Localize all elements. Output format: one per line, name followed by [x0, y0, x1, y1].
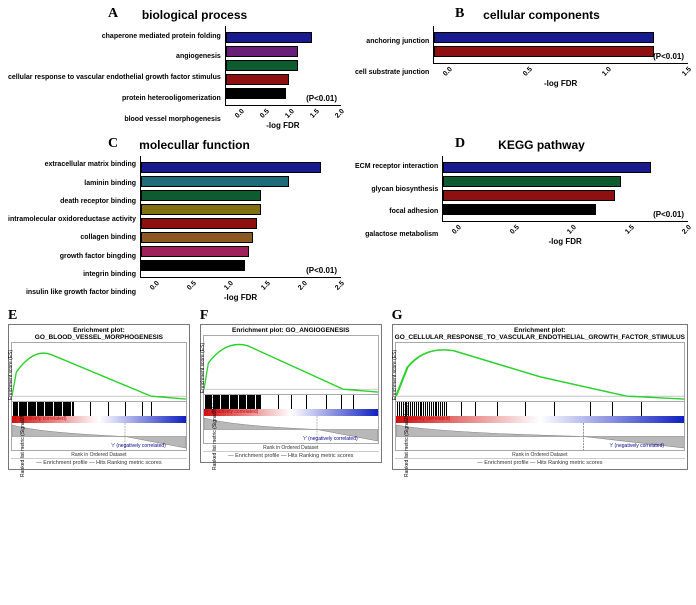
bar-plot: (P<0.01) [140, 156, 341, 278]
bar-plot: (P<0.01) [225, 26, 341, 106]
panel-letter: B [455, 6, 464, 22]
y-axis-label: Enrichment score (ES) [392, 350, 398, 400]
bar [443, 162, 651, 173]
bar [226, 60, 298, 71]
bar [141, 204, 261, 215]
panel-letter: A [108, 6, 118, 22]
panel-A: Abiological process chaperone mediated pr… [8, 8, 341, 130]
y-axis-label: Ranked list metric (Signal2Noise) [20, 403, 26, 477]
correlation-gradient: 'r' (positively correlated) [11, 416, 187, 423]
gsea-legend: — Enrichment profile — Hits Ranking metr… [395, 458, 685, 467]
bar-plot: (P<0.01) [442, 156, 688, 222]
hits-track [203, 395, 379, 409]
y-axis-label: Ranked list metric (Signal2Noise) [404, 403, 410, 477]
panel-letter: F [200, 308, 209, 324]
bar [434, 46, 654, 57]
ranked-metric-plot: Ranked list metric (Signal2Noise)'r' (ne… [395, 423, 685, 451]
gsea-legend: — Enrichment profile — Hits Ranking metr… [203, 451, 379, 460]
panel-letter: E [8, 308, 17, 324]
bar-label: laminin binding [8, 176, 136, 190]
bar-label: angiogenesis [8, 50, 221, 64]
bar [226, 88, 286, 99]
bar-label: cellular response to vascular endothelia… [8, 71, 221, 85]
panel-title: KEGG pathway [355, 138, 688, 152]
panel-title: cellular components [355, 8, 688, 22]
bar-label: blood vessel morphogenesis [8, 113, 221, 127]
bar [226, 46, 298, 57]
neg-corr-label: 'r' (negatively correlated) [111, 443, 165, 449]
neg-corr-label: 'r' (negatively correlated) [610, 443, 664, 449]
hits-track [11, 402, 187, 416]
panel-C: Cmolecullar function extracellular matrix… [8, 138, 341, 302]
correlation-gradient: 'r' (positively correlated) [203, 409, 379, 416]
bar [141, 176, 289, 187]
gsea-title: Enrichment plot: GO_BLOOD_VESSEL_MORPHOG… [11, 327, 187, 341]
ranked-metric-plot: Ranked list metric (Signal2Noise)'r' (ne… [203, 416, 379, 444]
enrichment-score-plot: Enrichment score (ES) [203, 335, 379, 395]
ranked-metric-plot: Ranked list metric (Signal2Noise)'r' (ne… [11, 423, 187, 451]
pvalue-label: (P<0.01) [306, 266, 337, 275]
bar [226, 32, 312, 43]
bar-label: death receptor binding [8, 195, 136, 209]
bar-label: insulin like growth factor binding [8, 286, 136, 300]
bar [443, 190, 614, 201]
panel-D: DKEGG pathway ECM receptor interaction gly… [355, 138, 688, 302]
enrichment-score-plot: Enrichment score (ES) [395, 342, 685, 402]
bar [141, 218, 257, 229]
panel-title: biological process [8, 8, 341, 22]
correlation-gradient: 'r' (positively correlated) [395, 416, 685, 423]
hits-track [395, 402, 685, 416]
bar [434, 32, 654, 43]
bar-label: focal adhesion [355, 205, 438, 219]
bar-label: anchoring junction [355, 35, 429, 49]
bar-label: integrin binding [8, 268, 136, 282]
gsea-title: Enrichment plot: GO_CELLULAR_RESPONSE_TO… [395, 327, 685, 341]
bar-plot: (P<0.01) [433, 26, 688, 64]
bar [443, 204, 596, 215]
panel-title: molecullar function [8, 138, 341, 152]
gsea-panel-E: EEnrichment plot: GO_BLOOD_VESSEL_MORPHO… [8, 312, 190, 470]
bar-label: glycan biosynthesis [355, 183, 438, 197]
bar [141, 190, 261, 201]
xlabel: -log FDR [140, 293, 341, 302]
y-axis-label: Enrichment score (ES) [200, 343, 206, 393]
bar-label: ECM receptor interaction [355, 160, 438, 174]
panel-letter: C [108, 136, 118, 152]
bar [226, 74, 289, 85]
xlabel: -log FDR [433, 79, 688, 88]
gsea-title: Enrichment plot: GO_ANGIOGENESIS [203, 327, 379, 334]
bar [443, 176, 620, 187]
panel-letter: D [455, 136, 465, 152]
pvalue-label: (P<0.01) [653, 210, 684, 219]
gsea-panel-F: FEnrichment plot: GO_ANGIOGENESISEnrichm… [200, 312, 382, 470]
bar [141, 162, 321, 173]
enrichment-score-plot: Enrichment score (ES) [11, 342, 187, 402]
y-axis-label: Ranked list metric (Signal2Noise) [212, 396, 218, 470]
panel-B: Bcellular components anchoring junction ce… [355, 8, 688, 130]
bar-label: galactose metabolism [355, 228, 438, 242]
pvalue-label: (P<0.01) [306, 94, 337, 103]
bar-label: cell substrate junction [355, 66, 429, 80]
y-axis-label: Enrichment score (ES) [8, 350, 14, 400]
bar [141, 260, 245, 271]
bar-label: collagen binding [8, 231, 136, 245]
neg-corr-label: 'r' (negatively correlated) [303, 436, 357, 442]
panel-letter: G [392, 308, 403, 324]
bar [141, 232, 253, 243]
bar-label: growth factor bingding [8, 249, 136, 263]
gsea-legend: — Enrichment profile — Hits Ranking metr… [11, 458, 187, 467]
gsea-panel-G: GEnrichment plot: GO_CELLULAR_RESPONSE_T… [392, 312, 688, 470]
pvalue-label: (P<0.01) [653, 52, 684, 61]
bar-label: chaperone mediated protein folding [8, 29, 221, 43]
bar-label: protein heterooligomerization [8, 92, 221, 106]
bar-label: extracellular matrix binding [8, 158, 136, 172]
bar [141, 246, 249, 257]
bar-label: intramolecular oxidoreductase activity [8, 213, 136, 227]
